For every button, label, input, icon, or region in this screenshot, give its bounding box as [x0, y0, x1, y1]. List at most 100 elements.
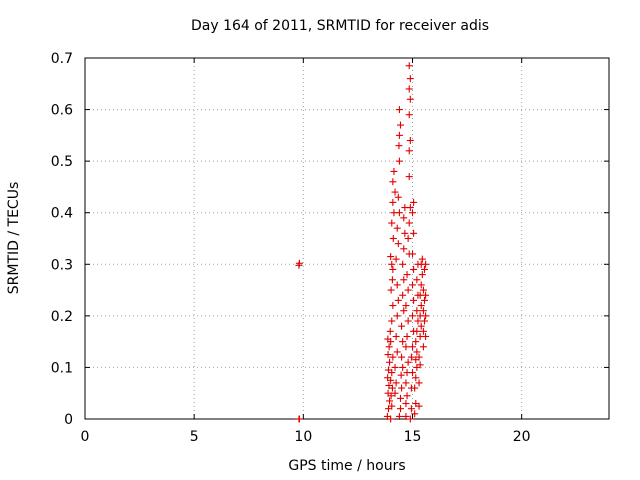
data-point — [295, 415, 303, 423]
data-point — [410, 229, 418, 237]
data-point — [393, 312, 401, 320]
data-point — [389, 198, 397, 206]
data-point — [387, 376, 395, 384]
y-tick-label: 0.7 — [51, 51, 73, 67]
data-point — [400, 276, 408, 284]
data-point — [399, 291, 407, 299]
data-point — [406, 415, 414, 423]
y-tick-label: 0.2 — [51, 309, 73, 325]
data-point — [387, 253, 395, 261]
data-point — [409, 209, 416, 217]
data-point — [419, 286, 427, 294]
data-point — [387, 338, 395, 346]
data-point — [405, 173, 413, 181]
data-point — [417, 302, 425, 310]
data-point — [402, 400, 410, 408]
data-point — [394, 240, 402, 248]
data-point — [399, 260, 407, 268]
data-point — [409, 250, 416, 258]
data-point — [391, 389, 399, 397]
y-tick-label: 0 — [64, 412, 73, 428]
data-point — [395, 157, 403, 165]
data-point — [419, 327, 427, 335]
data-point — [405, 111, 413, 119]
data-point — [402, 412, 410, 420]
data-point — [413, 307, 421, 315]
data-point — [388, 260, 396, 268]
data-point — [397, 371, 405, 379]
y-tick-label: 0.6 — [51, 103, 73, 119]
plot-frame — [84, 57, 610, 420]
data-point — [419, 343, 427, 351]
data-point — [417, 322, 425, 330]
data-point — [385, 343, 393, 351]
x-tick-label: 15 — [404, 429, 422, 445]
chart-title: Day 164 of 2011, SRMTID for receiver adi… — [190, 18, 490, 34]
x-tick-label: 5 — [190, 429, 199, 445]
data-point — [395, 106, 403, 114]
x-tick-label: 10 — [294, 429, 312, 445]
data-point — [422, 312, 430, 320]
data-point — [411, 410, 419, 418]
data-point — [403, 332, 411, 340]
data-point — [413, 327, 421, 335]
data-point — [400, 245, 408, 253]
data-point — [406, 95, 414, 103]
data-point — [403, 271, 411, 279]
x-axis-label: GPS time / hours — [288, 458, 406, 474]
data-point — [409, 312, 416, 320]
data-point — [395, 412, 403, 420]
data-point — [407, 353, 415, 361]
data-point — [409, 281, 416, 289]
data-point — [389, 235, 397, 242]
data-point — [386, 327, 394, 335]
data-point — [418, 255, 426, 263]
data-point — [398, 322, 406, 330]
data-point — [417, 281, 425, 289]
data-point — [388, 369, 396, 377]
data-point — [395, 131, 403, 139]
data-point — [396, 394, 404, 402]
data-point — [395, 209, 403, 217]
data-point — [387, 286, 395, 294]
data-point — [410, 296, 418, 304]
data-point — [401, 229, 409, 237]
data-point — [415, 402, 423, 410]
data-point — [396, 405, 404, 413]
data-point — [413, 348, 421, 356]
data-point — [395, 142, 403, 150]
data-point — [406, 204, 414, 212]
data-point — [402, 302, 410, 310]
data-point — [388, 276, 396, 284]
data-point — [422, 260, 430, 268]
x-tick-label: 20 — [513, 429, 531, 445]
data-point — [399, 338, 407, 346]
data-point — [394, 296, 402, 304]
data-point — [412, 374, 420, 382]
data-point — [386, 397, 394, 405]
data-point — [404, 358, 412, 366]
tick-layer: 0 5 10 15 20 0 0.1 0.2 0.3 0.4 0.5 0.6 0.7 — [51, 51, 609, 445]
data-point — [400, 307, 408, 315]
data-point — [389, 302, 397, 310]
data-point — [387, 415, 395, 423]
data-point — [390, 167, 398, 175]
y-tick-label: 0.1 — [51, 360, 73, 376]
data-point — [415, 379, 423, 387]
data-point — [402, 379, 410, 387]
data-point — [416, 361, 424, 369]
data-point — [409, 369, 416, 377]
data-point — [394, 193, 402, 201]
data-point — [393, 224, 401, 232]
data-point — [418, 271, 426, 279]
data-point — [384, 351, 392, 359]
data-point — [410, 198, 418, 206]
data-point — [398, 384, 406, 392]
data-point — [405, 219, 413, 227]
data-point — [415, 353, 423, 361]
data-point — [412, 338, 420, 346]
data-point — [399, 363, 407, 371]
data-point — [405, 85, 413, 93]
data-point — [404, 286, 412, 294]
data-point — [421, 317, 429, 325]
